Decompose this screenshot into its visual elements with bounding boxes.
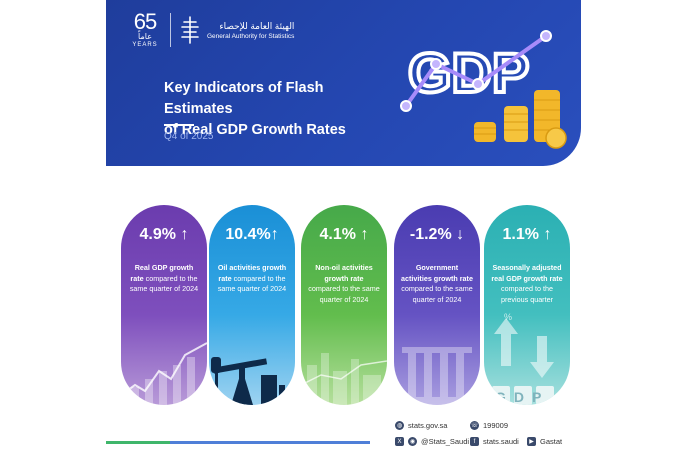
footer-accent-green bbox=[106, 441, 170, 444]
trend-point-icon bbox=[540, 30, 552, 42]
arrow-up-icon: ↑ bbox=[270, 226, 279, 243]
title-line-1: Key Indicators of Flash Estimates bbox=[164, 80, 324, 117]
arrow-up-icon: ↑ bbox=[543, 226, 552, 243]
camera-icon: ◉ bbox=[408, 437, 417, 446]
arrow-up-icon: ↑ bbox=[180, 226, 189, 243]
svg-text:%: % bbox=[504, 312, 512, 322]
indicator-card-seasonally-adjusted: 1.1% ↑ Seasonally adjusted real GDP grow… bbox=[484, 205, 570, 405]
card-description: Real GDP growth rate compared to the sam… bbox=[129, 263, 199, 293]
youtube-icon: ▶ bbox=[527, 437, 536, 446]
footer-website[interactable]: ◍ stats.gov.sa bbox=[395, 421, 448, 430]
industry-scene-icon bbox=[301, 353, 387, 405]
indicator-card-non-oil: 4.1% ↑ Non-oil activities growth rate co… bbox=[301, 205, 387, 405]
card-value: 4.9% ↑ bbox=[139, 226, 189, 243]
years-arabic: عاماً bbox=[138, 32, 152, 41]
card-description: Oil activities growth rate compared to t… bbox=[217, 263, 287, 293]
footer-social-x[interactable]: X ◉ @Stats_Saudi bbox=[395, 437, 469, 446]
footer-social-yt[interactable]: ▶ Gastat bbox=[527, 437, 562, 446]
anniversary-logo: 65 عاماً YEARS bbox=[128, 9, 162, 49]
gdp-blocks: GDP bbox=[492, 386, 554, 405]
oil-pump-scene-icon bbox=[211, 357, 285, 405]
logo-divider bbox=[170, 13, 171, 47]
trend-point-icon bbox=[400, 100, 412, 112]
page-title: Key Indicators of Flash Estimates of Rea… bbox=[164, 78, 394, 141]
indicator-card-real-gdp: 4.9% ↑ Real GDP growth rate compared to … bbox=[121, 205, 207, 405]
gdp-illustration: GDP bbox=[400, 30, 567, 149]
card-description: Seasonally adjusted real GDP growth rate… bbox=[491, 263, 563, 304]
org-name-arabic: الهيئة العامة للإحصاء bbox=[219, 20, 295, 31]
x-logo-icon: X bbox=[395, 437, 404, 446]
indicator-card-government: -1.2% ↓ Government activities growth rat… bbox=[394, 205, 480, 405]
card-description: Government activities growth rate compar… bbox=[401, 263, 473, 304]
period-label: Q4 of 2025 bbox=[164, 131, 214, 142]
footer-phone[interactable]: ☏ 199009 bbox=[470, 421, 509, 430]
globe-icon: ◍ bbox=[395, 421, 404, 430]
trend-point-icon bbox=[472, 78, 484, 90]
facebook-icon: f bbox=[470, 437, 479, 446]
gastat-logo-icon bbox=[181, 16, 199, 44]
growth-chart-scene-icon bbox=[121, 342, 207, 405]
footer-social-fb[interactable]: f stats.saudi bbox=[470, 437, 519, 446]
arrow-down-icon: ↓ bbox=[456, 226, 465, 243]
arrow-up-icon: ↑ bbox=[360, 226, 369, 243]
government-columns-icon bbox=[400, 347, 474, 405]
org-name: الهيئة العامة للإحصاء General Authority … bbox=[207, 20, 294, 41]
gdp-art-text: GDP bbox=[408, 41, 529, 104]
header-banner: 65 عاماً YEARS الهيئة العامة للإحصاء Gen… bbox=[106, 0, 581, 166]
coin-stacks-icon bbox=[474, 90, 567, 149]
logo-group: 65 عاماً YEARS الهيئة العامة للإحصاء Gen… bbox=[128, 9, 294, 49]
phone-icon: ☏ bbox=[470, 421, 479, 430]
card-description: Non-oil activities growth rate compared … bbox=[308, 263, 380, 304]
percent-arrows-scene-icon: % GDP bbox=[492, 312, 554, 405]
gdp-blocks-text: GDP bbox=[495, 389, 549, 405]
trend-point-icon bbox=[430, 58, 442, 70]
card-value: 1.1% ↑ bbox=[502, 226, 552, 243]
trend-line-icon bbox=[404, 34, 548, 108]
title-underline bbox=[164, 124, 194, 126]
years-label: YEARS bbox=[132, 42, 158, 48]
card-value: 10.4%↑ bbox=[225, 226, 279, 243]
card-value: 4.1% ↑ bbox=[319, 226, 369, 243]
title-line-2: of Real GDP Growth Rates bbox=[164, 122, 346, 138]
card-value: -1.2% ↓ bbox=[409, 226, 465, 243]
org-name-english: General Authority for Statistics bbox=[207, 32, 295, 40]
years-number: 65 bbox=[133, 9, 158, 34]
indicator-card-oil: 10.4%↑ Oil activities growth rate compar… bbox=[209, 205, 295, 405]
footer-accent-blue bbox=[170, 441, 370, 444]
